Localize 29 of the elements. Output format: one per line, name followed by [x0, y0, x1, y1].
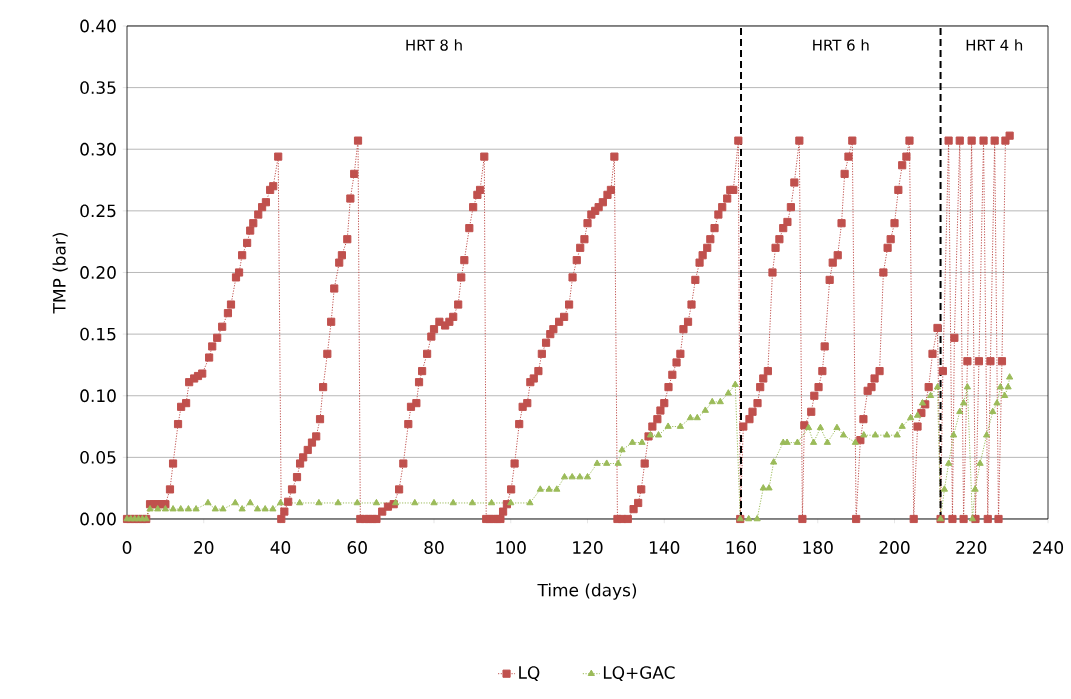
legend-label: LQ — [519, 666, 540, 681]
y-tick-label: 0.10 — [80, 389, 116, 403]
x-tick-label: 240 — [1033, 541, 1064, 554]
x-tick-label: 160 — [726, 541, 757, 554]
y-tick-label: 0.40 — [80, 19, 116, 33]
y-axis-title: TMP (bar) — [52, 233, 68, 314]
legend-label: LQ+GAC — [603, 666, 675, 681]
annotation: HRT 8 h — [406, 39, 462, 51]
x-tick-label: 40 — [270, 541, 291, 554]
x-tick-label: 200 — [879, 541, 910, 554]
y-tick-label: 0.35 — [80, 81, 116, 95]
x-tick-label: 0 — [122, 541, 132, 554]
x-tick-label: 20 — [194, 541, 214, 554]
x-tick-label: 180 — [803, 541, 833, 554]
x-tick-label: 140 — [649, 541, 680, 554]
y-tick-label: 0.30 — [80, 142, 116, 156]
x-tick-label: 220 — [956, 541, 987, 554]
x-axis-title: Time (days) — [537, 583, 637, 600]
annotation: HRT 6 h — [813, 39, 869, 51]
y-tick-label: 0.05 — [80, 450, 116, 464]
x-tick-label: 120 — [573, 541, 603, 554]
x-tick-label: 100 — [496, 541, 526, 554]
annotation: HRT 4 h — [966, 39, 1023, 51]
y-tick-label: 0.15 — [80, 327, 116, 341]
y-tick-label: 0.20 — [80, 266, 116, 279]
y-tick-label: 0.00 — [80, 512, 116, 526]
x-tick-label: 80 — [424, 541, 444, 554]
x-tick-label: 60 — [347, 541, 367, 554]
y-tick-label: 0.25 — [80, 204, 116, 218]
